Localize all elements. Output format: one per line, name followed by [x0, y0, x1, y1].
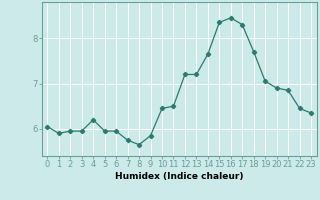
- X-axis label: Humidex (Indice chaleur): Humidex (Indice chaleur): [115, 172, 244, 181]
